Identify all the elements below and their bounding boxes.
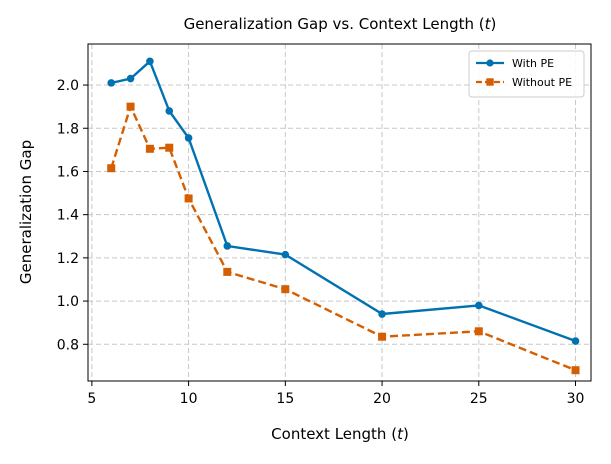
legend: With PE Without PE [468, 50, 585, 98]
series-point [223, 242, 232, 250]
plot-area-frame [87, 43, 592, 382]
series-point [474, 301, 483, 310]
series-point [184, 134, 193, 142]
x-tick-label: 5 [87, 391, 96, 407]
legend-marker-without-pe [486, 78, 494, 86]
x-axis-label: Context Length (t) [271, 425, 409, 443]
series-point [281, 250, 290, 259]
series [107, 57, 580, 375]
x-tick-label: 15 [276, 391, 294, 407]
series-point [126, 102, 135, 111]
grid [88, 44, 591, 381]
series-point [378, 332, 387, 341]
y-tick-label: 1.6 [57, 164, 79, 180]
x-axis-ticks: 5 10 15 20 25 30 [87, 381, 584, 407]
y-tick-label: 1.4 [57, 208, 79, 224]
series-point [571, 337, 580, 345]
series-point [107, 79, 116, 87]
series-line-1 [110, 105, 576, 372]
series-point [223, 267, 232, 276]
x-tick-label: 30 [567, 391, 585, 407]
series-point [378, 310, 386, 318]
x-tick-label: 25 [470, 391, 488, 407]
x-tick-label: 20 [373, 391, 391, 407]
series-point [145, 144, 154, 153]
y-tick-label: 2.0 [57, 78, 79, 94]
series-point [281, 285, 290, 294]
series-line-0 [110, 60, 576, 343]
series-point [126, 74, 135, 83]
legend-label-without-pe: Without PE [512, 76, 572, 89]
y-tick-label: 1.2 [57, 251, 79, 267]
y-axis-ticks: 0.8 1.0 1.2 1.4 1.6 1.8 2.0 [57, 78, 88, 353]
series-point [571, 366, 580, 375]
series-point [474, 327, 483, 336]
legend-label-with-pe: With PE [512, 57, 554, 70]
y-tick-label: 0.8 [57, 337, 79, 353]
y-tick-label: 1.8 [57, 121, 79, 137]
series-point [107, 164, 116, 173]
chart-title: Generalization Gap vs. Context Length (t… [184, 15, 497, 33]
y-tick-label: 1.0 [57, 294, 79, 310]
x-tick-label: 10 [180, 391, 198, 407]
series-point [146, 57, 154, 66]
series-point [165, 143, 174, 152]
series-point [165, 107, 174, 115]
legend-marker-with-pe [486, 59, 494, 67]
series-point [184, 194, 193, 203]
y-axis-label: Generalization Gap [17, 140, 35, 284]
